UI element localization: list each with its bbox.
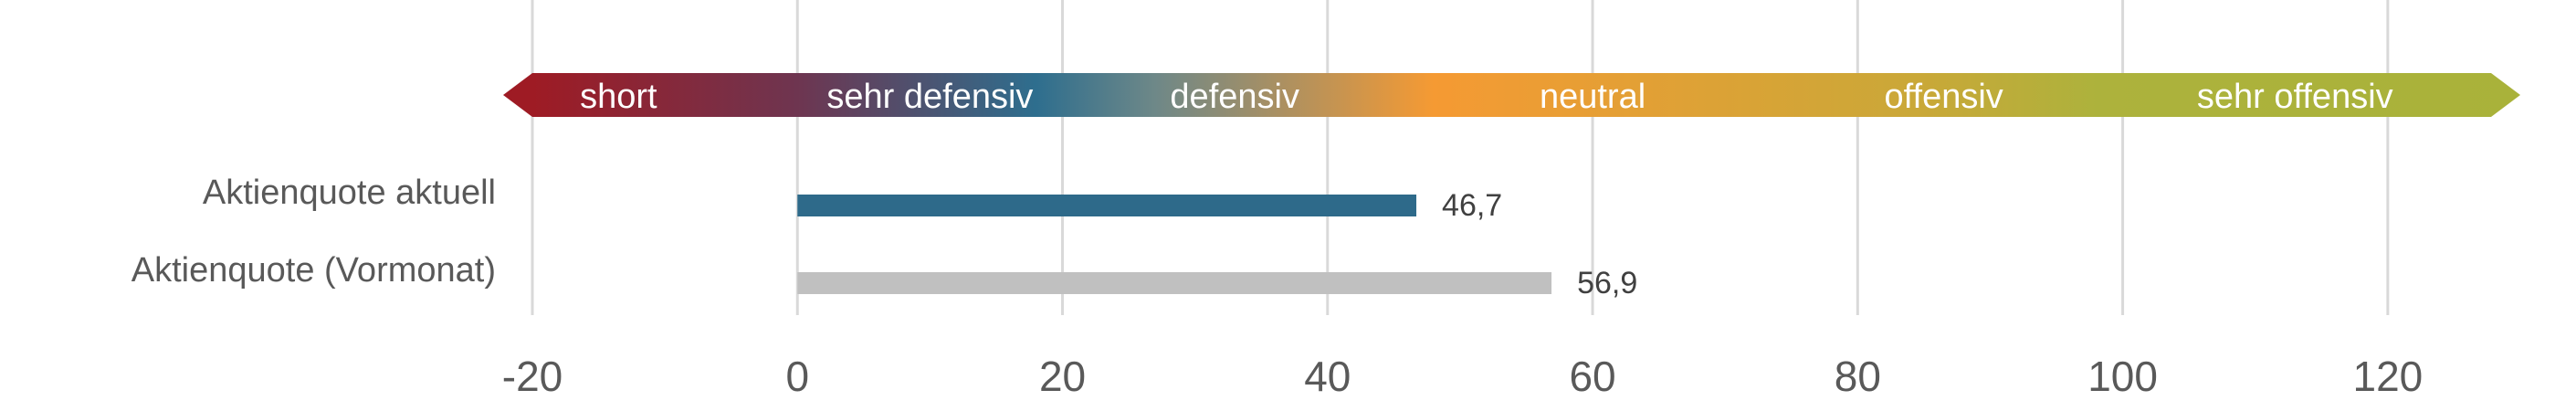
gridlines	[531, 0, 2390, 315]
bar	[797, 195, 1417, 216]
x-axis-tick-labels: -20 0 20 40 60 80 100 120	[502, 353, 2423, 400]
band-label-3: neutral	[1540, 78, 1645, 116]
band-label-1: sehr defensiv	[826, 78, 1033, 116]
band-label-0: short	[580, 78, 657, 116]
x-tick-label: 80	[1835, 353, 1881, 400]
x-tick-label: 20	[1039, 353, 1086, 400]
sentiment-scale-band: short sehr defensiv defensiv neutral offensi…	[503, 73, 2520, 117]
x-tick-label: 40	[1304, 353, 1351, 400]
category-labels: Aktienquote aktuell Aktienquote (Vormonat…	[131, 174, 496, 290]
band-label-5: sehr offensiv	[2197, 78, 2393, 116]
x-tick-label: 120	[2352, 353, 2423, 400]
bar	[797, 272, 1552, 294]
category-label: Aktienquote (Vormonat)	[131, 251, 496, 290]
x-tick-label: 100	[2087, 353, 2158, 400]
band-label-2: defensiv	[1170, 78, 1299, 116]
bars: 46,7 56,9	[797, 188, 1637, 300]
x-tick-label: 0	[785, 353, 809, 400]
band-label-4: offensiv	[1885, 78, 2003, 116]
x-tick-label: 60	[1569, 353, 1615, 400]
x-tick-label: -20	[502, 353, 563, 400]
scale-band-arrow	[503, 73, 2520, 117]
category-label: Aktienquote aktuell	[203, 174, 496, 212]
data-label: 46,7	[1442, 188, 1502, 223]
data-label: 56,9	[1577, 266, 1637, 300]
